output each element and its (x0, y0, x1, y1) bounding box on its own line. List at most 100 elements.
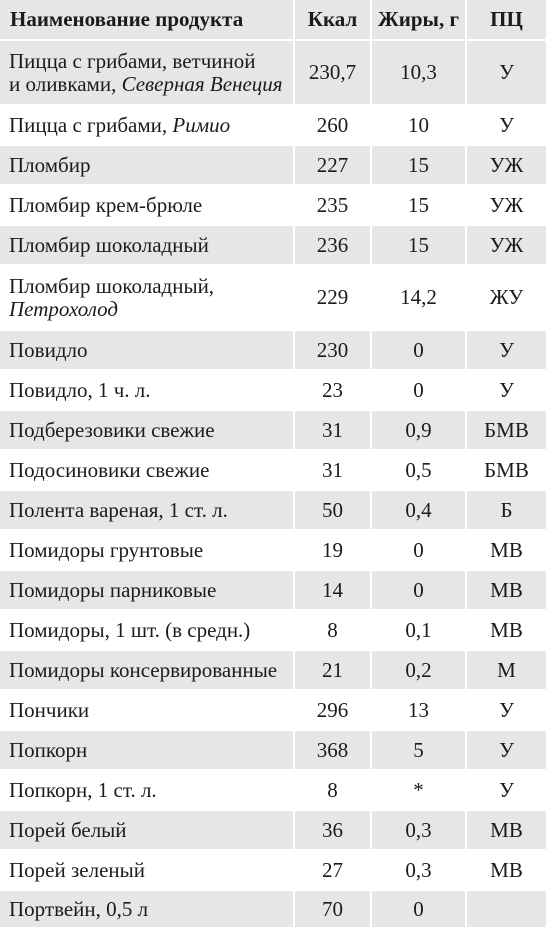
table-row: Пицца с грибами, Римио 260 10 У (0, 104, 546, 145)
table-header: Наименование продукта Ккал Жиры, г ПЦ (0, 0, 546, 41)
fat-cell: 10,3 (370, 39, 466, 105)
product-name-cell: Пломбир шоколадный, Петрохолод (0, 264, 294, 330)
product-name: Пломбир шоколадный, (9, 273, 215, 298)
fat-cell: 0 (370, 569, 466, 610)
kcal-cell: 227 (293, 144, 371, 185)
pc-cell: МВ (465, 529, 546, 570)
pc-cell: У (465, 769, 546, 810)
table-row: Повидло 230 0 У (0, 329, 546, 370)
fat-cell: 14,2 (370, 264, 466, 330)
pc-cell: ЖУ (465, 264, 546, 330)
header-kcal: Ккал (293, 0, 371, 41)
product-name: Порей белый (0, 809, 294, 850)
kcal-cell: 31 (293, 409, 371, 450)
fat-cell: 0 (370, 889, 466, 927)
product-name: Пицца с грибами, ветчиной (9, 48, 256, 73)
table-row: Пломбир 227 15 УЖ (0, 144, 546, 185)
table-row: Помидоры грунтовые 19 0 МВ (0, 529, 546, 570)
kcal-cell: 260 (293, 104, 371, 145)
kcal-cell: 296 (293, 689, 371, 730)
fat-cell: 0,5 (370, 449, 466, 490)
fat-cell: 0,3 (370, 809, 466, 850)
fat-cell: 15 (370, 184, 466, 225)
fat-cell: 0,4 (370, 489, 466, 530)
product-name: Подберезовики свежие (0, 409, 294, 450)
product-name: Пломбир шоколадный (0, 224, 294, 265)
pc-cell: МВ (465, 609, 546, 650)
kcal-cell: 230,7 (293, 39, 371, 105)
header-fat: Жиры, г (370, 0, 466, 41)
product-name: Полента вареная, 1 ст. л. (0, 489, 294, 530)
fat-cell: 5 (370, 729, 466, 770)
pc-cell: У (465, 329, 546, 370)
product-name: Пицца с грибами, (9, 112, 173, 137)
product-name: Повидло (0, 329, 294, 370)
table-row: Пломбир крем-брюле 235 15 УЖ (0, 184, 546, 225)
fat-cell: 0 (370, 369, 466, 410)
product-name: Пломбир крем-брюле (0, 184, 294, 225)
product-name: Помидоры грунтовые (0, 529, 294, 570)
table-row: Пончики 296 13 У (0, 689, 546, 730)
table-row: Порей зеленый 27 0,3 МВ (0, 849, 546, 890)
product-brand: Петрохолод (9, 296, 118, 321)
kcal-cell: 230 (293, 329, 371, 370)
fat-cell: 0 (370, 329, 466, 370)
product-name: Подосиновики свежие (0, 449, 294, 490)
pc-cell: БМВ (465, 409, 546, 450)
fat-cell: 15 (370, 144, 466, 185)
product-name-cont: и оливками, (9, 71, 122, 96)
fat-cell: 0 (370, 529, 466, 570)
table-row: Помидоры парниковые 14 0 МВ (0, 569, 546, 610)
pc-cell: У (465, 689, 546, 730)
pc-cell: МВ (465, 569, 546, 610)
pc-cell: Б (465, 489, 546, 530)
fat-cell: 0,9 (370, 409, 466, 450)
table-row: Попкорн 368 5 У (0, 729, 546, 770)
table-row: Пломбир шоколадный 236 15 УЖ (0, 224, 546, 265)
table-row: Подосиновики свежие 31 0,5 БМВ (0, 449, 546, 490)
product-name: Попкорн (0, 729, 294, 770)
kcal-cell: 21 (293, 649, 371, 690)
pc-cell: БМВ (465, 449, 546, 490)
product-name: Помидоры парниковые (0, 569, 294, 610)
kcal-cell: 23 (293, 369, 371, 410)
table-row: Полента вареная, 1 ст. л. 50 0,4 Б (0, 489, 546, 530)
kcal-cell: 229 (293, 264, 371, 330)
fat-cell: 0,1 (370, 609, 466, 650)
kcal-cell: 368 (293, 729, 371, 770)
pc-cell: У (465, 104, 546, 145)
kcal-cell: 50 (293, 489, 371, 530)
pc-cell: М (465, 649, 546, 690)
kcal-cell: 14 (293, 569, 371, 610)
table-row: Помидоры, 1 шт. (в средн.) 8 0,1 МВ (0, 609, 546, 650)
kcal-cell: 8 (293, 769, 371, 810)
table-row: Порей белый 36 0,3 МВ (0, 809, 546, 850)
kcal-cell: 236 (293, 224, 371, 265)
product-name: Портвейн, 0,5 л (0, 889, 294, 927)
table-row: Портвейн, 0,5 л 70 0 (0, 889, 546, 927)
table-row: Пицца с грибами, ветчиной и оливками, Се… (0, 39, 546, 105)
product-brand: Римио (172, 112, 231, 137)
pc-cell: УЖ (465, 184, 546, 225)
fat-cell: * (370, 769, 466, 810)
table-row: Попкорн, 1 ст. л. 8 * У (0, 769, 546, 810)
fat-cell: 0,2 (370, 649, 466, 690)
kcal-cell: 235 (293, 184, 371, 225)
pc-cell: УЖ (465, 144, 546, 185)
pc-cell: У (465, 39, 546, 105)
product-name: Пломбир (0, 144, 294, 185)
product-brand: Северная Венеция (121, 71, 283, 96)
product-name: Пончики (0, 689, 294, 730)
kcal-cell: 31 (293, 449, 371, 490)
product-name: Помидоры, 1 шт. (в средн.) (0, 609, 294, 650)
header-product-name: Наименование продукта (0, 0, 294, 41)
fat-cell: 0,3 (370, 849, 466, 890)
pc-cell: МВ (465, 849, 546, 890)
product-name: Попкорн, 1 ст. л. (0, 769, 294, 810)
header-row: Наименование продукта Ккал Жиры, г ПЦ (0, 0, 546, 41)
kcal-cell: 19 (293, 529, 371, 570)
fat-cell: 15 (370, 224, 466, 265)
product-name-cell: Пицца с грибами, ветчиной и оливками, Се… (0, 39, 294, 105)
table-row: Пломбир шоколадный, Петрохолод 229 14,2 … (0, 264, 546, 330)
